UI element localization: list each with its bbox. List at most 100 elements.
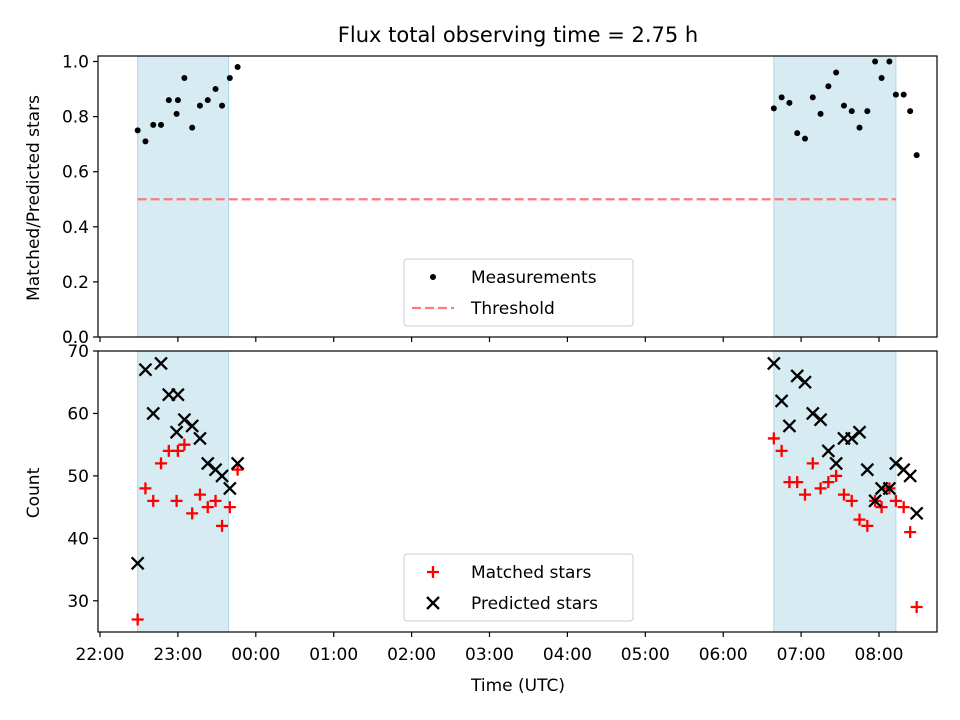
x-tick-label-9: 07:00: [777, 645, 826, 665]
point-x-bottom-9: [193, 431, 207, 446]
point-dot-top-17: [786, 99, 793, 106]
point-x-bottom-5: [169, 425, 184, 439]
y-tick-label-top-3: 0.6: [62, 163, 89, 183]
shaded-span-top-0: [137, 55, 230, 338]
point-dot-top-16: [778, 94, 785, 101]
point-plus-bottom-5: [170, 494, 183, 507]
point-dot-top-0: [134, 127, 141, 134]
y-tick-label-bottom-3: 60: [67, 404, 89, 424]
point-plus-bottom-22: [822, 476, 835, 489]
point-x-bottom-12: [215, 469, 229, 483]
point-plus-bottom-0: [131, 613, 144, 626]
point-x-bottom-14: [230, 456, 245, 471]
point-x-bottom-15: [767, 356, 781, 371]
legend-marker-top-0: [430, 274, 436, 280]
point-plus-bottom-15: [767, 432, 780, 445]
point-plus-bottom-18: [791, 476, 804, 489]
point-plus-bottom-2: [147, 494, 160, 507]
point-dot-top-23: [833, 69, 840, 76]
point-dot-top-7: [181, 75, 188, 82]
x-tick-label-7: 05:00: [621, 645, 670, 665]
x-tick-label-10: 08:00: [855, 645, 904, 665]
shaded-span-top-1: [773, 55, 897, 338]
point-dot-top-26: [856, 124, 863, 131]
point-x-bottom-17: [782, 419, 797, 433]
legend-label-bottom-0: Matched stars: [471, 563, 591, 583]
point-dot-top-27: [864, 108, 871, 115]
point-dot-top-24: [840, 102, 847, 109]
x-tick-label-4: 02:00: [387, 645, 436, 665]
point-dot-top-10: [204, 97, 211, 104]
point-x-bottom-8: [185, 419, 199, 433]
point-dot-top-8: [189, 124, 196, 131]
legend-label-top-1: Threshold: [470, 299, 555, 319]
legend-label-bottom-1: Predicted stars: [471, 594, 598, 614]
legend-box-top: [403, 258, 634, 327]
point-dot-top-11: [212, 86, 219, 93]
point-x-bottom-33: [903, 469, 917, 483]
point-plus-bottom-29: [875, 501, 888, 514]
shaded-span-bottom-1: [773, 350, 897, 633]
point-x-bottom-30: [882, 481, 897, 496]
point-dot-top-19: [801, 135, 808, 142]
point-plus-bottom-12: [216, 519, 229, 532]
point-dot-top-12: [219, 102, 226, 109]
point-dot-top-14: [234, 64, 241, 71]
bottom-panel: 30 40 50 60 70 22:00 23:00 00:00 01:00 02:00 03:00…: [67, 342, 938, 665]
point-plus-bottom-21: [814, 482, 827, 495]
point-x-bottom-13: [223, 481, 237, 496]
point-dot-top-33: [907, 108, 914, 115]
point-plus-bottom-14: [231, 463, 244, 476]
point-plus-bottom-34: [910, 601, 923, 614]
y-tick-label-top-4: 0.8: [62, 108, 89, 128]
legend-box-bottom: [403, 553, 634, 622]
point-dot-top-5: [173, 110, 180, 117]
point-x-bottom-22: [821, 444, 836, 458]
point-plus-bottom-11: [209, 494, 222, 507]
point-plus-bottom-6: [171, 444, 184, 457]
plot-frame-top: [97, 55, 938, 338]
point-dot-top-2: [150, 121, 157, 128]
point-dot-top-30: [886, 58, 893, 65]
y-tick-label-top-5: 1.0: [62, 53, 89, 73]
point-plus-bottom-3: [155, 457, 168, 470]
point-plus-bottom-33: [904, 526, 917, 539]
point-dot-top-28: [872, 58, 879, 65]
y-tick-label-bottom-0: 30: [67, 592, 89, 612]
point-x-bottom-2: [146, 406, 161, 421]
legend-bottom: Matched stars Predicted stars: [403, 553, 634, 622]
point-plus-bottom-8: [186, 507, 199, 520]
point-x-bottom-28: [868, 494, 882, 508]
point-dot-top-22: [825, 83, 832, 90]
point-dot-top-3: [158, 121, 165, 128]
shaded-span-bottom-0: [137, 350, 230, 633]
point-plus-bottom-31: [889, 494, 902, 507]
legend-top: Measurements Threshold: [403, 258, 634, 327]
x-axis-label: Time (UTC): [470, 676, 565, 696]
point-dot-top-9: [196, 102, 203, 109]
x-tick-label-1: 23:00: [153, 645, 202, 665]
point-dot-top-18: [794, 130, 801, 137]
point-dot-top-25: [848, 108, 855, 115]
point-x-bottom-26: [852, 425, 867, 439]
point-plus-bottom-23: [830, 469, 843, 482]
point-plus-bottom-1: [139, 482, 152, 495]
legend-marker-bottom-1: [426, 596, 440, 610]
x-tick-label-5: 03:00: [465, 645, 514, 665]
point-plus-bottom-10: [201, 501, 214, 514]
y-tick-label-bottom-4: 70: [67, 342, 89, 362]
point-dot-top-31: [892, 91, 899, 98]
legend-marker-bottom-0: [427, 566, 439, 578]
point-dot-top-15: [770, 105, 777, 112]
point-dot-top-4: [165, 97, 172, 104]
point-dot-top-20: [809, 94, 816, 101]
point-x-bottom-16: [774, 394, 789, 408]
point-plus-bottom-25: [845, 494, 858, 507]
point-plus-bottom-27: [861, 519, 874, 532]
point-plus-bottom-9: [193, 488, 206, 501]
y-tick-label-top-1: 0.2: [62, 273, 89, 293]
point-dot-top-32: [900, 91, 907, 98]
y-tick-label-bottom-2: 50: [67, 467, 89, 487]
x-tick-label-0: 22:00: [76, 645, 125, 665]
